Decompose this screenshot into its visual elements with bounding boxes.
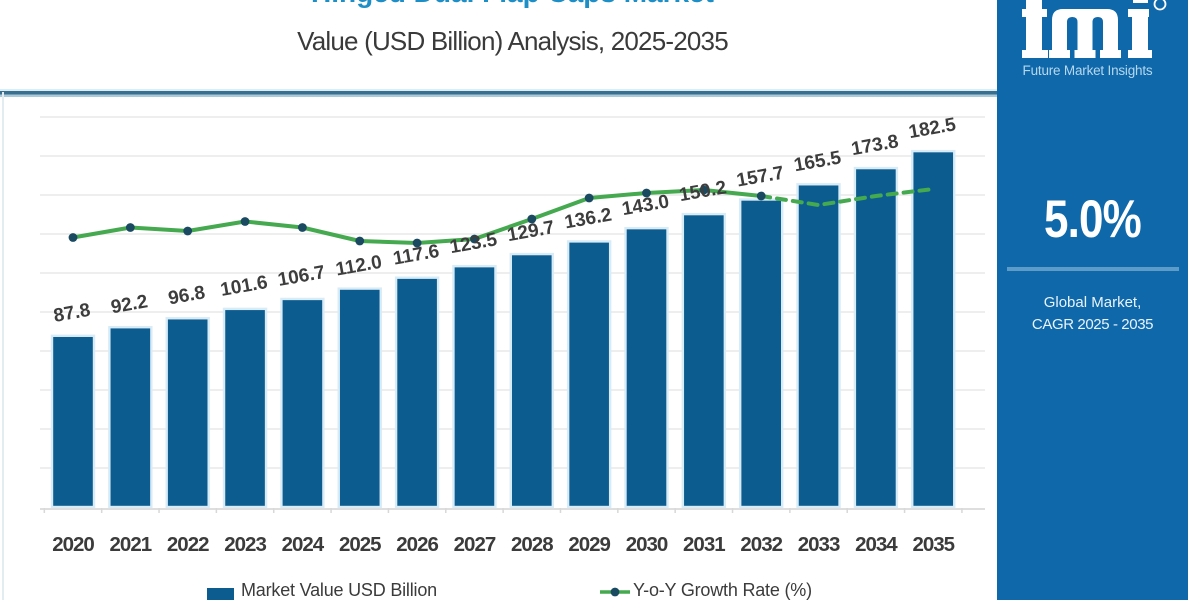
svg-text:129.7: 129.7 [506,217,556,246]
svg-text:96.8: 96.8 [167,282,207,309]
svg-text:165.5: 165.5 [792,147,843,176]
svg-text:2029: 2029 [568,533,610,556]
svg-text:87.8: 87.8 [52,300,92,327]
svg-text:2025: 2025 [339,533,381,556]
svg-text:2034: 2034 [855,533,898,556]
svg-text:2020: 2020 [52,533,94,556]
svg-text:2031: 2031 [683,533,725,556]
svg-text:2024: 2024 [282,533,325,556]
svg-text:136.2: 136.2 [563,205,613,234]
svg-text:2028: 2028 [511,533,553,556]
svg-text:Y-o-Y Growth Rate (%): Y-o-Y Growth Rate (%) [633,580,812,600]
svg-text:157.7: 157.7 [735,163,785,192]
svg-text:2021: 2021 [110,533,152,556]
svg-text:182.5: 182.5 [907,114,958,143]
svg-text:2033: 2033 [798,533,840,556]
svg-text:101.6: 101.6 [219,272,269,301]
svg-text:2035: 2035 [912,533,954,556]
svg-text:2022: 2022 [167,533,209,556]
svg-text:106.7: 106.7 [276,262,326,291]
svg-text:117.6: 117.6 [391,241,440,270]
svg-text:2026: 2026 [396,533,438,556]
svg-text:112.0: 112.0 [334,252,383,281]
svg-text:Market Value USD Billion: Market Value USD Billion [241,580,437,600]
svg-text:150.2: 150.2 [678,177,728,206]
svg-text:2032: 2032 [740,533,782,556]
svg-text:2023: 2023 [224,533,266,556]
svg-text:2030: 2030 [626,533,668,556]
svg-text:92.2: 92.2 [109,291,149,318]
svg-text:2027: 2027 [454,533,496,556]
